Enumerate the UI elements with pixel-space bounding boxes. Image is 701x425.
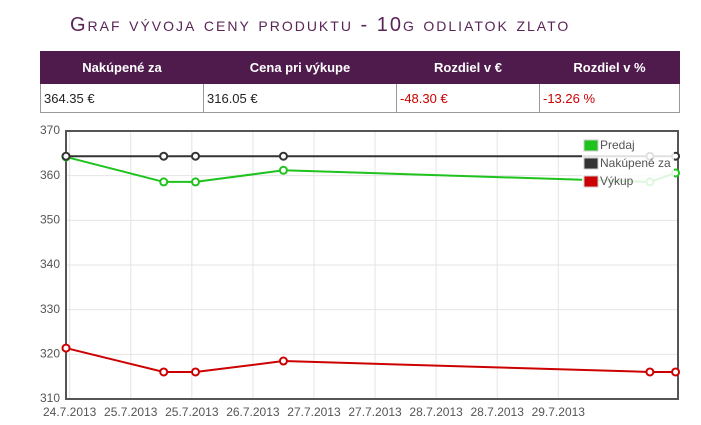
column-header: Rozdiel v % [539, 51, 680, 84]
y-tick-label: 340 [40, 257, 60, 271]
cell: -48.30 € [396, 83, 540, 113]
y-tick-label: 370 [40, 123, 60, 137]
y-tick-label: 360 [40, 168, 60, 182]
legend-label: Nakúpené za [600, 156, 671, 170]
data-point [159, 177, 169, 187]
legend: Predaj Nakúpené za Výkup [582, 135, 674, 193]
data-point [159, 151, 169, 161]
column-header: Cena pri výkupe [203, 51, 397, 84]
y-tick-label: 330 [40, 302, 60, 316]
x-tick-label: 25.7.2013 [104, 405, 158, 419]
data-point [190, 367, 200, 377]
column-header: Rozdiel v € [396, 51, 540, 84]
cell: 316.05 € [203, 83, 397, 113]
data-point [190, 177, 200, 187]
data-point [190, 151, 200, 161]
series-line [65, 347, 676, 373]
data-point [278, 151, 288, 161]
x-tick-label: 28.7.2013 [409, 405, 463, 419]
data-point [278, 165, 288, 175]
y-tick-label: 310 [40, 391, 60, 405]
data-point [61, 151, 71, 161]
title: Graf vývoja ceny produktu - 10g odliatok… [70, 14, 571, 36]
cell: 364.35 € [40, 83, 204, 113]
data-point [645, 367, 655, 377]
data-point [278, 356, 288, 366]
cell: -13.26 % [539, 83, 680, 113]
y-tick-label: 320 [40, 347, 60, 361]
x-tick-label: 27.7.2013 [348, 405, 402, 419]
data-point [61, 343, 71, 353]
data-point [671, 367, 681, 377]
x-tick-label: 27.7.2013 [287, 405, 341, 419]
y-tick-label: 350 [40, 213, 60, 227]
data-point [159, 367, 169, 377]
summary-table: Nakúpené za Cena pri výkupe Rozdiel v € … [40, 51, 680, 113]
plot-frame [65, 130, 679, 400]
legend-label: Výkup [600, 174, 634, 188]
x-tick-label: 25.7.2013 [165, 405, 219, 419]
x-tick-label: 28.7.2013 [471, 405, 525, 419]
x-tick-label: 26.7.2013 [226, 405, 280, 419]
legend-swatch [583, 139, 599, 152]
legend-swatch [583, 157, 599, 170]
legend-label: Predaj [600, 138, 635, 152]
x-tick-label: 29.7.2013 [532, 405, 586, 419]
legend-swatch [583, 175, 599, 188]
x-tick-label: 24.7.2013 [43, 405, 97, 419]
